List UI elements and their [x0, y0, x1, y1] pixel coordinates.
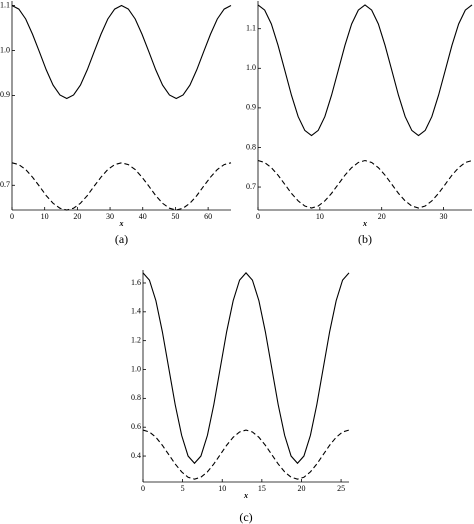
caption: (a)	[115, 232, 128, 246]
y-tick-label: 0.8	[131, 393, 141, 402]
y-tick-label: 0.9	[0, 90, 10, 99]
x-tick-label: 15	[258, 484, 266, 493]
series-line	[142, 272, 350, 465]
x-tick-label: 30	[440, 212, 448, 221]
x-tick-label: 0	[10, 212, 14, 221]
x-tick-label: 20	[297, 484, 305, 493]
series-line	[11, 162, 232, 211]
x-tick-label: 10	[218, 484, 226, 493]
series-line	[257, 4, 473, 137]
x-axis-label: x	[243, 491, 248, 500]
x-tick-label: 60	[204, 212, 212, 221]
y-tick-label: 1.1	[0, 0, 10, 9]
x-tick-label: 10	[41, 212, 49, 221]
x-tick-label: 50	[171, 212, 179, 221]
y-tick-label: 0.7	[246, 182, 256, 191]
y-tick-label: 1.0	[246, 63, 256, 72]
y-tick-label: 0.4	[131, 451, 141, 460]
y-tick-label: 0.6	[131, 422, 141, 431]
x-tick-label: 0	[256, 212, 260, 221]
series-line	[11, 4, 232, 100]
x-tick-label: 40	[139, 212, 147, 221]
x-tick-label: 20	[378, 212, 386, 221]
x-tick-label: 30	[106, 212, 114, 221]
caption: (c)	[239, 510, 252, 524]
x-axis-label: x	[362, 219, 367, 228]
x-tick-label: 0	[141, 484, 145, 493]
y-tick-label: 0.8	[246, 142, 256, 151]
series-line	[142, 429, 350, 480]
y-tick-label: 0.7	[0, 180, 10, 189]
x-tick-label: 25	[337, 484, 345, 493]
caption: (b)	[358, 232, 372, 246]
y-tick-label: 1.6	[131, 278, 141, 287]
x-tick-label: 5	[181, 484, 185, 493]
y-tick-label: 1.1	[246, 24, 256, 33]
y-tick-label: 0.9	[246, 103, 256, 112]
y-tick-label: 1.0	[131, 364, 141, 373]
x-tick-label: 20	[73, 212, 81, 221]
y-tick-label: 1.2	[131, 335, 141, 344]
y-tick-label: 1.4	[131, 307, 141, 316]
series-line	[257, 159, 473, 209]
x-axis-label: x	[119, 219, 124, 228]
x-tick-label: 10	[316, 212, 324, 221]
y-tick-label: 1.0	[0, 45, 10, 54]
